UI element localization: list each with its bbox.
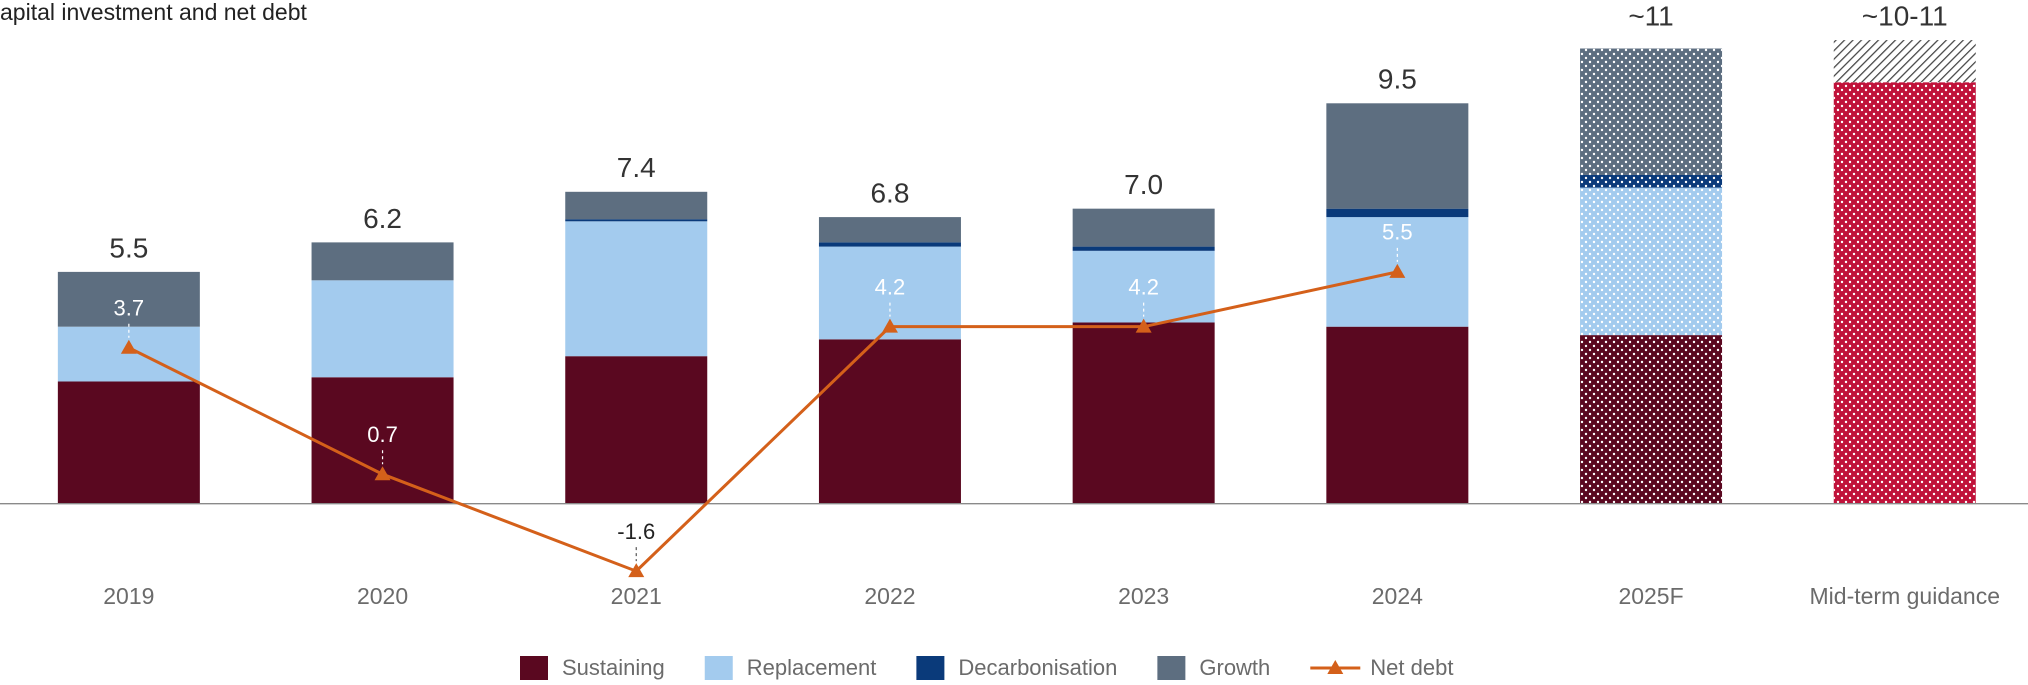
bar-segment <box>565 356 708 504</box>
bar-segment <box>57 271 200 327</box>
x-tick-label: Mid-term guidance <box>1810 583 2000 609</box>
bar-segment <box>1072 246 1215 251</box>
net-debt-marker <box>881 318 898 333</box>
bar-segment <box>818 339 961 504</box>
chart-title: apital investment and net debt <box>0 0 307 25</box>
legend-label: Net debt <box>1370 655 1453 680</box>
net-debt-label: 4.2 <box>875 274 906 299</box>
net-debt-label: 0.7 <box>367 422 398 447</box>
total-label: 5.5 <box>109 232 148 263</box>
net-debt-marker <box>1135 318 1152 333</box>
legend-label: Replacement <box>747 655 877 680</box>
bar-segment <box>311 242 454 281</box>
net-debt-marker <box>120 339 137 354</box>
total-label: 6.8 <box>870 177 909 208</box>
x-tick-label: 2022 <box>864 583 915 609</box>
net-debt-label: -1.6 <box>617 519 655 544</box>
legend-swatch <box>916 656 945 680</box>
bar-segment <box>1326 326 1469 504</box>
bar-pattern <box>1833 40 1976 83</box>
legend-swatch <box>704 656 733 680</box>
bar-segment <box>311 280 454 378</box>
x-tick-label: 2019 <box>103 583 154 609</box>
x-tick-label: 2021 <box>611 583 662 609</box>
bar-pattern <box>1580 335 1723 504</box>
x-tick-label: 2025F <box>1618 583 1683 609</box>
net-debt-marker <box>1389 263 1406 278</box>
bar-segment <box>1072 322 1215 504</box>
legend-swatch <box>520 656 548 680</box>
bar-segment <box>1326 208 1469 218</box>
net-debt-label: 3.7 <box>114 296 145 321</box>
bar-pattern <box>1580 48 1723 175</box>
total-label: ~11 <box>1628 0 1673 31</box>
bar-pattern <box>1580 174 1723 188</box>
bar-segment <box>565 219 708 222</box>
net-debt-marker <box>628 563 645 578</box>
bar-segment <box>565 221 708 357</box>
legend-swatch <box>1157 656 1186 680</box>
bar-segment <box>311 377 454 504</box>
bar-pattern <box>1580 187 1723 336</box>
bar-segment <box>1326 103 1469 209</box>
legend-label: Sustaining <box>562 655 665 680</box>
net-debt-marker <box>374 466 391 481</box>
bar-pattern <box>1833 82 1976 504</box>
x-tick-label: 2020 <box>357 583 408 609</box>
net-debt-label: 4.2 <box>1128 274 1159 299</box>
total-label: 7.0 <box>1124 169 1163 200</box>
x-tick-label: 2023 <box>1118 583 1169 609</box>
legend-marker <box>1327 660 1344 674</box>
legend-label: Growth <box>1199 655 1270 680</box>
total-label: 9.5 <box>1378 64 1417 95</box>
bar-segment <box>818 242 961 247</box>
total-label: ~10-11 <box>1862 0 1948 31</box>
x-tick-label: 2024 <box>1372 583 1423 609</box>
bar-segment <box>818 217 961 243</box>
legend-label: Decarbonisation <box>958 655 1117 680</box>
bar-segment <box>565 191 708 220</box>
net-debt-line <box>128 270 1398 573</box>
bar-segment <box>1072 208 1215 247</box>
bar-segment <box>57 381 200 504</box>
total-label: 6.2 <box>363 203 402 234</box>
total-label: 7.4 <box>617 152 656 183</box>
net-debt-label: 5.5 <box>1382 220 1413 245</box>
